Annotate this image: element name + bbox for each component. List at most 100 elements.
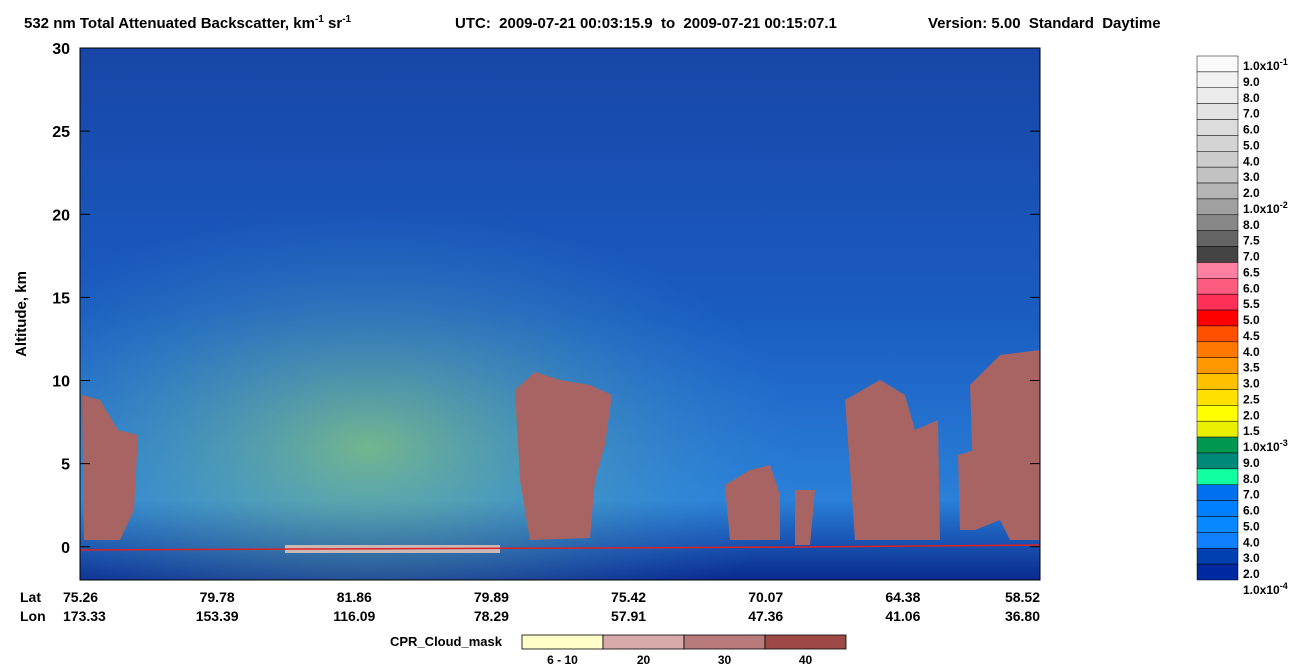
colorbar-box <box>1196 198 1239 216</box>
colorbar-box <box>1196 484 1239 501</box>
cpr-tick-label: 40 <box>799 653 813 667</box>
colorbar-label: 7.0 <box>1243 488 1260 502</box>
colorbar-box <box>1196 71 1239 89</box>
colorbar-box <box>1196 436 1239 454</box>
colorbar-base: 1.0x10 <box>1243 59 1280 73</box>
cpr-label: CPR_Cloud_mask <box>390 634 503 649</box>
colorbar-box <box>1196 309 1239 327</box>
cpr-tick-label: 6 - 10 <box>547 653 578 667</box>
colorbar-exp: -1 <box>1280 57 1288 67</box>
colorbar-box <box>1196 119 1239 136</box>
lat-tick-label: 58.52 <box>1005 589 1040 605</box>
colorbar-box <box>1196 278 1239 295</box>
colorbar-label: 2.0 <box>1243 186 1260 200</box>
colorbar-label: 2.0 <box>1243 408 1260 422</box>
colorbar-label: 6.0 <box>1243 281 1260 295</box>
cpr-box <box>683 634 766 650</box>
colorbar-label: 8.0 <box>1243 218 1260 232</box>
title-sup: -1 <box>342 14 351 25</box>
colorbar-label: 6.5 <box>1243 265 1260 279</box>
colorbar-box <box>1196 468 1239 485</box>
colorbar-box <box>1196 230 1239 247</box>
colorbar-label: 1.5 <box>1243 424 1260 438</box>
colorbar-box <box>1196 420 1239 438</box>
colorbar-box <box>1196 214 1239 231</box>
colorbar-label: 1.0x10-1 <box>1243 57 1288 73</box>
cpr-box <box>602 634 685 650</box>
lon-tick-label: 36.80 <box>1005 608 1040 624</box>
cpr-box <box>521 634 604 650</box>
colorbar-box <box>1196 135 1239 152</box>
colorbar-box <box>1196 357 1239 374</box>
colorbar-label: 7.0 <box>1243 250 1260 264</box>
time-range: UTC: 2009-07-21 00:03:15.9 to 2009-07-21… <box>455 15 837 32</box>
colorbar-box <box>1196 151 1239 168</box>
colorbar-label: 7.0 <box>1243 107 1260 121</box>
colorbar-label: 5.0 <box>1243 313 1260 327</box>
colorbar-box <box>1196 166 1239 184</box>
colorbar-base: 1.0x10 <box>1243 440 1280 454</box>
lon-tick-label: 173.33 <box>63 608 106 624</box>
cpr-box <box>764 634 847 650</box>
colorbar-label: 6.0 <box>1243 504 1260 518</box>
lat-tick-label: 75.26 <box>63 589 98 605</box>
y-axis-label: Altitude, km <box>13 271 30 357</box>
lon-tick-label: 57.91 <box>611 608 646 624</box>
colorbar-box <box>1196 55 1239 73</box>
title-text: 532 nm Total Attenuated Backscatter, km <box>24 15 315 32</box>
lon-tick-label: 78.29 <box>474 608 509 624</box>
plot-area <box>79 47 1041 581</box>
cpr-tick-label: 20 <box>637 653 651 667</box>
colorbar-label: 9.0 <box>1243 456 1260 470</box>
colorbar-label: 4.0 <box>1243 154 1260 168</box>
colorbar-label: 5.0 <box>1243 519 1260 533</box>
colorbar-box <box>1196 563 1239 581</box>
colorbar-box <box>1196 532 1239 549</box>
lat-tick-label: 79.78 <box>200 589 235 605</box>
colorbar-exp: -3 <box>1280 438 1288 448</box>
colorbar-label: 2.5 <box>1243 392 1260 406</box>
colorbar-label: 3.0 <box>1243 170 1260 184</box>
colorbar-box <box>1196 262 1239 279</box>
surface-line <box>79 544 1041 551</box>
title-text: sr <box>324 15 343 32</box>
chart-title: 532 nm Total Attenuated Backscatter, km-… <box>24 14 352 32</box>
colorbar-box <box>1196 516 1239 533</box>
y-tick-label: 0 <box>61 540 70 557</box>
y-tick-label: 20 <box>52 207 70 224</box>
colorbar-label: 3.0 <box>1243 377 1260 391</box>
version: Version: 5.00 Standard Daytime <box>928 15 1161 32</box>
y-tick-label: 10 <box>52 374 70 391</box>
colorbar-label: 3.0 <box>1243 551 1260 565</box>
cpr-tick-label: 30 <box>718 653 732 667</box>
colorbar-label: 1.0x10-2 <box>1243 200 1288 216</box>
lat-label: Lat <box>20 589 41 605</box>
colorbar-box <box>1196 293 1239 311</box>
colorbar-exp: -2 <box>1280 200 1288 210</box>
colorbar-base: 1.0x10 <box>1243 202 1280 216</box>
lon-tick-label: 116.09 <box>333 608 375 624</box>
title-sup: -1 <box>315 14 324 25</box>
colorbar-label: 7.5 <box>1243 234 1260 248</box>
colorbar-label: 4.0 <box>1243 535 1260 549</box>
colorbar-label: 3.5 <box>1243 361 1260 375</box>
colorbar-box <box>1196 341 1239 358</box>
colorbar-label: 5.5 <box>1243 297 1260 311</box>
lon-label: Lon <box>20 608 46 624</box>
lon-tick-label: 47.36 <box>748 608 783 624</box>
colorbar-exp: -4 <box>1280 581 1288 591</box>
colorbar-base: 1.0x10 <box>1243 583 1280 597</box>
colorbar-label: 4.0 <box>1243 345 1260 359</box>
clouds <box>82 350 1040 545</box>
lat-tick-label: 81.86 <box>337 589 372 605</box>
lat-tick-label: 64.38 <box>885 589 920 605</box>
colorbar-box <box>1196 182 1239 200</box>
colorbar-box <box>1196 405 1239 422</box>
colorbar-box <box>1196 500 1239 517</box>
frame <box>79 47 1041 581</box>
colorbar-box <box>1196 87 1239 104</box>
colorbar-label: 5.0 <box>1243 138 1260 152</box>
y-tick-label: 25 <box>52 124 70 141</box>
y-tick-label: 15 <box>52 290 70 307</box>
